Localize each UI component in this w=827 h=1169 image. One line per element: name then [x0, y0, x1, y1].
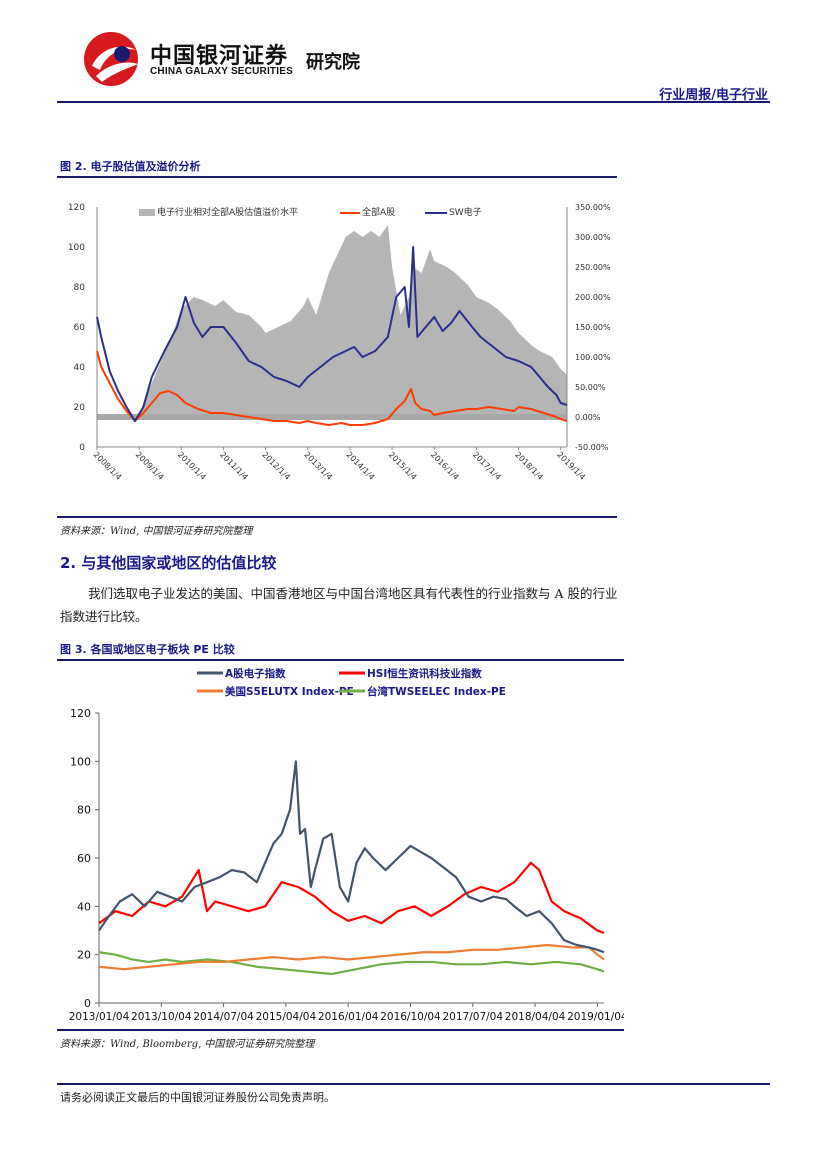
right-tick-label: 150.00% [575, 323, 611, 332]
x-tick-label: 2011/1/4 [218, 450, 250, 482]
x-tick-label: 2010/1/4 [176, 450, 208, 482]
y-tick-label: 100 [70, 755, 91, 768]
legend-label-us: 美国S5ELUTX Index-PE [225, 685, 354, 698]
legend-label-sw: SW电子 [449, 206, 482, 218]
x-tick-label: 2013/1/4 [302, 450, 334, 482]
header-rule [57, 101, 770, 103]
x-tick-label: 2012/1/4 [260, 450, 292, 482]
x-tick-label: 2018/04/04 [505, 1011, 566, 1023]
right-tick-label: 350.00% [575, 203, 611, 212]
x-tick-label: 2016/1/4 [429, 450, 461, 482]
figure2-source: 资料来源：Wind, 中国银河证券研究院整理 [60, 526, 253, 537]
legend-label-all-a: 全部A股 [362, 206, 395, 218]
legend-swatch-premium [139, 209, 155, 216]
y-tick-label: 80 [77, 804, 91, 817]
legend-label-hsi: HSI恒生资讯科技业指数 [367, 667, 482, 680]
figure3-bottom-rule [57, 1029, 624, 1031]
series-line-hsi [98, 861, 605, 934]
left-tick-label: 60 [74, 323, 86, 333]
series-line-tw [98, 951, 605, 976]
right-tick-label: 0.00% [575, 413, 601, 422]
x-tick-label: 2013/01/04 [69, 1011, 130, 1023]
legend-label-premium: 电子行业相对全部A股估值溢价水平 [157, 206, 298, 218]
right-tick-label: 300.00% [575, 233, 611, 242]
left-tick-label: 40 [74, 363, 86, 373]
x-tick-label: 2015/1/4 [387, 450, 419, 482]
y-tick-label: 0 [84, 997, 91, 1010]
company-name-cn: 中国银河证券 [150, 44, 289, 69]
legend-label-a: A股电子指数 [225, 667, 286, 680]
x-tick-label: 2017/07/04 [443, 1011, 504, 1023]
left-tick-label: 20 [74, 403, 86, 413]
figure3-title-rule [57, 659, 624, 661]
x-tick-label: 2017/1/4 [471, 450, 503, 482]
figure2-bottom-rule [57, 516, 617, 518]
y-tick-label: 20 [77, 949, 91, 962]
left-tick-label: 80 [74, 283, 86, 293]
figure3-source: 资料来源：Wind, Bloomberg, 中国银河证券研究院整理 [60, 1039, 315, 1050]
section-title: 2. 与其他国家或地区的估值比较 [60, 554, 277, 572]
figure2-title: 图 2. 电子股估值及溢价分析 [60, 160, 201, 173]
left-tick-label: 120 [68, 203, 85, 213]
series-line-all_a [96, 350, 568, 426]
galaxy-logo-icon [84, 32, 138, 86]
x-tick-label: 2009/1/4 [134, 450, 166, 482]
series-line-a [98, 760, 605, 954]
institute-name: 研究院 [306, 52, 360, 73]
right-tick-label: -50.00% [575, 443, 609, 452]
y-tick-label: 60 [77, 852, 91, 865]
legend-label-tw: 台湾TWSEELEC Index-PE [367, 685, 506, 698]
y-tick-label: 120 [70, 707, 91, 720]
x-tick-label: 2018/1/4 [513, 450, 545, 482]
x-tick-label: 2014/07/04 [193, 1011, 254, 1023]
left-tick-label: 0 [79, 443, 85, 453]
footer-disclaimer: 请务必阅读正文最后的中国银河证券股份公司免责声明。 [60, 1091, 335, 1104]
figure3-chart: 0 20 40 60 80 100 120 2013/01/04 2013/10/04 2014/… [69, 667, 624, 1023]
x-tick-label: 2019/1/4 [555, 450, 587, 482]
x-tick-label: 2019/01/04 [567, 1011, 624, 1023]
x-tick-label: 2014/1/4 [345, 450, 377, 482]
premium-zero-band [97, 414, 567, 420]
series-line-us [98, 943, 605, 971]
premium-area [97, 225, 567, 417]
x-tick-label: 2013/10/04 [131, 1011, 192, 1023]
right-tick-label: 100.00% [575, 353, 611, 362]
section-body: 我们选取电子业发达的美国、中国香港地区与中国台湾地区具有代表性的行业指数与 A … [60, 586, 618, 624]
left-tick-label: 100 [68, 243, 85, 253]
company-logo [82, 30, 140, 88]
x-tick-label: 2016/01/04 [318, 1011, 379, 1023]
x-tick-label: 2015/04/04 [256, 1011, 317, 1023]
right-tick-label: 200.00% [575, 293, 611, 302]
right-tick-label: 50.00% [575, 383, 606, 392]
right-tick-label: 250.00% [575, 263, 611, 272]
series-line-sw [96, 246, 568, 422]
company-name-en: CHINA GALAXY SECURITIES [150, 66, 293, 77]
figure2-chart: 0 20 40 60 80 100 120 -50.00% 0.00% 50.00% 100.00%… [68, 203, 611, 482]
figure2-title-rule [57, 176, 617, 178]
figure3-title: 图 3. 各国或地区电子板块 PE 比较 [60, 643, 235, 656]
footer-rule [57, 1083, 770, 1085]
report-type: 行业周报/电子行业 [659, 88, 768, 103]
x-tick-label: 2008/1/4 [92, 450, 124, 482]
y-tick-label: 40 [77, 900, 91, 913]
x-tick-label: 2016/10/04 [380, 1011, 441, 1023]
